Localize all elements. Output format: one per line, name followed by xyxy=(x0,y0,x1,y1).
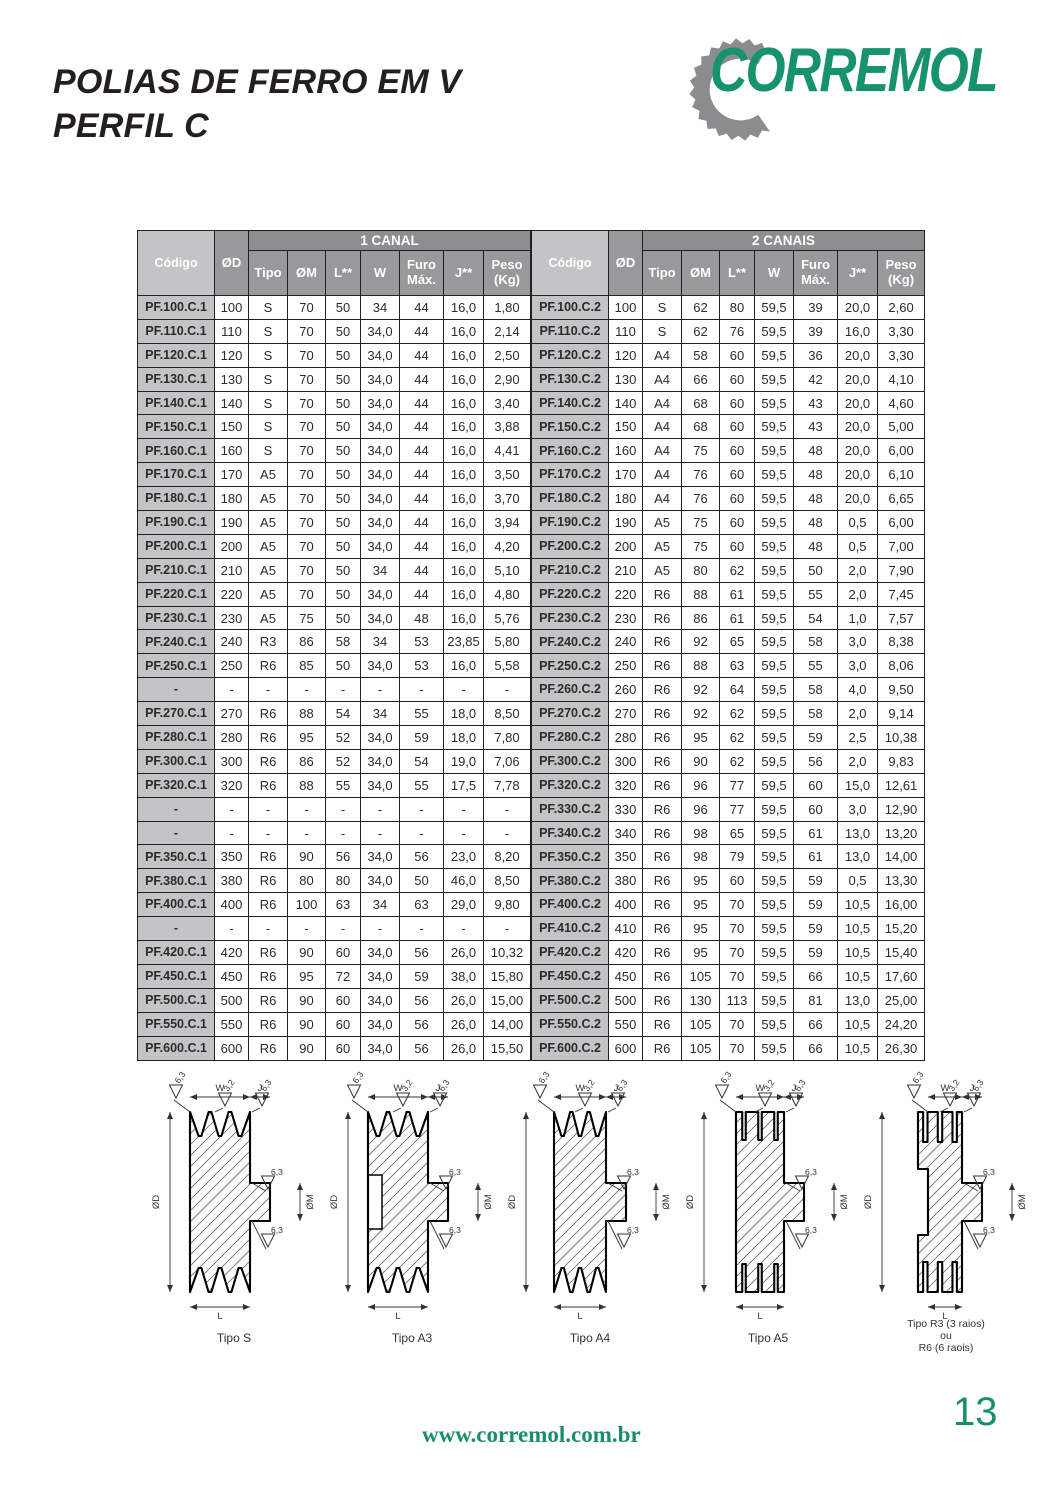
svg-text:Tipo A4: Tipo A4 xyxy=(570,1331,611,1345)
svg-text:ØM: ØM xyxy=(305,1194,316,1209)
svg-text:ou: ou xyxy=(940,1330,952,1342)
svg-text:ØD: ØD xyxy=(329,1195,340,1209)
svg-text:6,3: 6,3 xyxy=(983,1167,995,1177)
svg-text:L: L xyxy=(217,1311,222,1322)
svg-text:L: L xyxy=(757,1311,762,1322)
svg-text:ØM: ØM xyxy=(1017,1194,1028,1209)
svg-text:6,3: 6,3 xyxy=(350,1069,365,1085)
svg-text:R6 (6 raois): R6 (6 raois) xyxy=(919,1342,974,1354)
svg-text:6,3: 6,3 xyxy=(271,1225,283,1235)
svg-text:6,3: 6,3 xyxy=(627,1167,639,1177)
svg-text:6,3: 6,3 xyxy=(536,1069,551,1085)
svg-text:ØD: ØD xyxy=(685,1195,696,1209)
svg-text:Tipo A5: Tipo A5 xyxy=(748,1331,789,1345)
svg-text:6,3: 6,3 xyxy=(805,1167,817,1177)
svg-text:ØM: ØM xyxy=(483,1194,494,1209)
svg-text:L: L xyxy=(577,1311,582,1322)
svg-text:6,3: 6,3 xyxy=(271,1167,283,1177)
svg-text:ØM: ØM xyxy=(661,1194,672,1209)
svg-text:6,3: 6,3 xyxy=(983,1225,995,1235)
svg-text:L: L xyxy=(395,1311,400,1322)
svg-text:ØD: ØD xyxy=(863,1195,874,1209)
svg-text:6,3: 6,3 xyxy=(718,1069,733,1085)
svg-text:ØD: ØD xyxy=(151,1195,162,1209)
svg-text:6,3: 6,3 xyxy=(449,1225,461,1235)
svg-text:6,3: 6,3 xyxy=(627,1225,639,1235)
svg-text:6,3: 6,3 xyxy=(910,1069,925,1085)
svg-text:6,3: 6,3 xyxy=(449,1167,461,1177)
svg-text:ØD: ØD xyxy=(507,1195,518,1209)
svg-text:6,3: 6,3 xyxy=(172,1069,187,1085)
svg-text:Tipo S: Tipo S xyxy=(217,1331,251,1345)
svg-text:Tipo R3 (3 raios): Tipo R3 (3 raios) xyxy=(907,1318,985,1330)
svg-text:Tipo A3: Tipo A3 xyxy=(392,1331,433,1345)
svg-text:6,3: 6,3 xyxy=(805,1225,817,1235)
svg-text:ØM: ØM xyxy=(839,1194,850,1209)
